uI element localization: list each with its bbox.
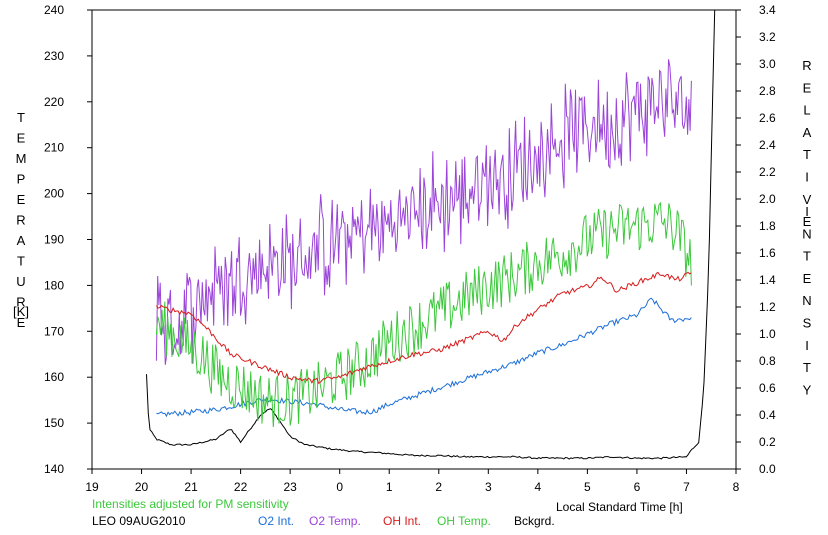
left-tick-label: 180 bbox=[44, 278, 64, 292]
right-tick-label: 1.8 bbox=[759, 219, 776, 233]
right-label-letter: N bbox=[802, 293, 811, 308]
x-tick-label: 5 bbox=[584, 480, 591, 494]
right-tick-label: 3.2 bbox=[759, 30, 776, 44]
series-line-bckgrd bbox=[146, 9, 716, 460]
left-tick-label: 190 bbox=[44, 233, 64, 247]
right-label-letter: T bbox=[803, 249, 811, 264]
x-tick-label: 3 bbox=[485, 480, 492, 494]
x-tick-label: 2 bbox=[435, 480, 442, 494]
right-label-letter: T bbox=[803, 147, 811, 162]
right-tick-label: 2.0 bbox=[759, 192, 776, 206]
left-label-letter: E bbox=[17, 192, 26, 207]
series-group bbox=[146, 9, 716, 460]
right-tick-label: 2.2 bbox=[759, 165, 776, 179]
left-label-letter: A bbox=[17, 233, 26, 248]
series-line-oh-temp bbox=[155, 201, 692, 428]
series-line-oh-int bbox=[155, 271, 692, 385]
station-label: LEO 09AUG2010 bbox=[92, 514, 186, 528]
x-tick-label: 8 bbox=[733, 480, 740, 494]
left-tick-label: 160 bbox=[44, 370, 64, 384]
left-tick-label: 220 bbox=[44, 95, 64, 109]
right-label-letter: L bbox=[803, 103, 810, 118]
right-tick-label: 0.8 bbox=[759, 354, 776, 368]
x-tick-label: 7 bbox=[683, 480, 690, 494]
left-tick-label: 240 bbox=[44, 3, 64, 17]
left-label-letter: T bbox=[17, 110, 25, 125]
right-label-letter: Y bbox=[803, 382, 812, 397]
plot-frame bbox=[91, 9, 737, 470]
right-label-letter: S bbox=[803, 316, 812, 331]
x-axis-label: Local Standard Time [h] bbox=[556, 500, 683, 514]
legend-o2-int: O2 Int. bbox=[258, 514, 294, 528]
left-tick-label: 230 bbox=[44, 49, 64, 63]
left-tick-label: 200 bbox=[44, 187, 64, 201]
left-tick-label: 210 bbox=[44, 141, 64, 155]
left-label-letter: R bbox=[16, 295, 25, 310]
left-label-letter: E bbox=[17, 131, 26, 146]
legend-oh-temp: OH Temp. bbox=[437, 514, 491, 528]
left-tick-label: 170 bbox=[44, 324, 64, 338]
plot-frame-group bbox=[91, 9, 737, 470]
right-label-letter: N bbox=[802, 226, 811, 241]
right-label-letter: A bbox=[803, 125, 812, 140]
legend-background: Bckgrd. bbox=[514, 514, 555, 528]
right-tick-label: 2.8 bbox=[759, 84, 776, 98]
x-tick-label: 19 bbox=[85, 480, 99, 494]
legend-oh-int: OH Int. bbox=[383, 514, 421, 528]
x-tick-label: 21 bbox=[184, 480, 198, 494]
right-tick-label: 3.4 bbox=[759, 3, 776, 17]
x-tick-label: 23 bbox=[283, 480, 297, 494]
x-tick-label: 4 bbox=[535, 480, 542, 494]
right-tick-label: 0.4 bbox=[759, 408, 776, 422]
right-axis-ticks: 0.0 0.2 0.4 0.6 0.8 1.0 1.2 1.4 1.6 1.8 2.0 2.2 2.4 2… bbox=[736, 3, 776, 476]
left-axis-unit: [K] bbox=[13, 304, 29, 319]
left-label-letter: P bbox=[17, 172, 26, 187]
left-label-letter: M bbox=[16, 151, 27, 166]
right-label-letter: I bbox=[805, 338, 809, 353]
right-label-letter: E bbox=[803, 80, 812, 95]
left-label-letter: T bbox=[17, 254, 25, 269]
x-tick-label: 6 bbox=[634, 480, 641, 494]
left-axis-ticks: 140 150 160 170 180 190 200 210 220 230 240 bbox=[44, 3, 92, 476]
right-label-letter: I bbox=[805, 170, 809, 185]
right-label-letter: E bbox=[803, 214, 812, 229]
right-label-letter: E bbox=[803, 271, 812, 286]
left-tick-label: 150 bbox=[44, 416, 64, 430]
right-tick-label: 0.0 bbox=[759, 462, 776, 476]
right-tick-label: 1.0 bbox=[759, 327, 776, 341]
series-line-o2-temp bbox=[155, 59, 692, 365]
right-tick-label: 1.2 bbox=[759, 300, 776, 314]
right-tick-label: 1.4 bbox=[759, 273, 776, 287]
left-label-letter: E bbox=[17, 315, 26, 330]
left-tick-label: 140 bbox=[44, 462, 64, 476]
x-tick-label: 0 bbox=[336, 480, 343, 494]
x-tick-label: 1 bbox=[386, 480, 393, 494]
right-label-letter: I bbox=[805, 204, 809, 219]
x-axis-ticks: 19 20 21 22 23 0 1 2 3 4 5 6 7 8 bbox=[85, 469, 740, 494]
right-tick-label: 2.4 bbox=[759, 138, 776, 152]
left-label-letter: R bbox=[16, 213, 25, 228]
right-label-letter: V bbox=[803, 192, 812, 207]
right-tick-label: 3.0 bbox=[759, 57, 776, 71]
x-tick-label: 20 bbox=[135, 480, 149, 494]
right-tick-label: 1.6 bbox=[759, 246, 776, 260]
right-label-letter: R bbox=[802, 58, 811, 73]
right-tick-label: 0.6 bbox=[759, 381, 776, 395]
legend-o2-temp: O2 Temp. bbox=[309, 514, 361, 528]
x-tick-label: 22 bbox=[234, 480, 248, 494]
right-label-letter: T bbox=[803, 360, 811, 375]
right-tick-label: 0.2 bbox=[759, 435, 776, 449]
left-label-letter: U bbox=[16, 274, 25, 289]
pm-sensitivity-note: Intensities adjusted for PM sensitivity bbox=[92, 497, 289, 511]
right-tick-label: 2.6 bbox=[759, 111, 776, 125]
legend: O2 Int. O2 Temp. OH Int. OH Temp. Bckgrd… bbox=[258, 514, 555, 528]
